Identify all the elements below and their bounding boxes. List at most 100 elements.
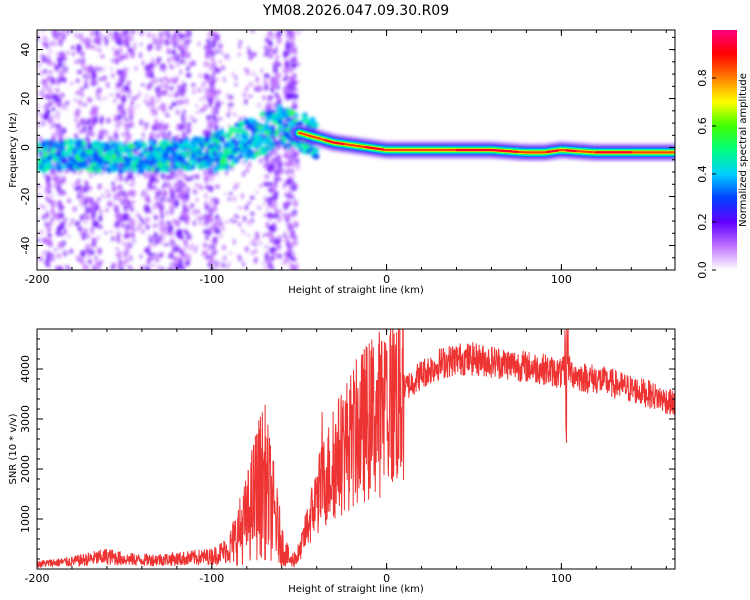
spectrogram-cell	[169, 251, 174, 259]
spectrogram-cell	[155, 178, 159, 183]
spectrogram-cell	[272, 182, 278, 189]
spectrogram-cell	[93, 38, 99, 44]
spectrogram-cell	[108, 30, 112, 37]
spectrogram-cell	[145, 69, 151, 78]
spectrogram-cell	[166, 213, 169, 217]
spectrogram-cell	[144, 93, 148, 99]
spectrogram-cell	[116, 222, 121, 228]
spectrogram-cell	[163, 229, 167, 236]
spectrogram-cell	[197, 87, 202, 94]
spectrogram-cell	[40, 53, 44, 59]
spectrogram-cell	[227, 107, 232, 114]
spectrogram-cell	[91, 217, 96, 222]
spectrogram-cell	[209, 255, 215, 264]
spectrogram-cell	[112, 262, 116, 267]
spectrogram-cell	[255, 76, 259, 83]
spectrogram-cell	[289, 42, 294, 49]
spectrogram-cell	[275, 173, 281, 177]
spectrogram-cell	[208, 32, 212, 38]
spectrogram-cell	[164, 141, 170, 146]
spectrogram-cell	[118, 267, 125, 270]
spectrogram-cell	[116, 229, 120, 233]
spectrogram-cell	[58, 38, 63, 46]
spectrogram-cell	[296, 80, 299, 84]
spectrogram-cell	[161, 31, 166, 38]
spectrogram-cell	[134, 95, 139, 100]
spectrogram-cell	[46, 56, 52, 60]
spectrogram-cell	[284, 127, 291, 132]
spectrogram-cell	[262, 266, 266, 270]
spectrogram-cell	[283, 212, 286, 218]
spectrogram-cell	[298, 121, 304, 126]
spectrogram-cell	[104, 41, 109, 47]
spectrogram-cell	[97, 197, 101, 201]
spectrogram-cell	[54, 66, 59, 72]
spectrogram-cell	[90, 198, 94, 205]
spectrogram-cell	[72, 206, 77, 212]
spectrogram-cell	[81, 38, 86, 42]
spectrogram-cell	[215, 49, 219, 54]
spectrogram-cell	[117, 258, 122, 263]
spectrogram-peak-segment	[455, 148, 519, 153]
spectrogram-cell	[162, 67, 167, 72]
spectrogram-cell	[223, 147, 227, 153]
spectrogram-cell	[49, 255, 55, 263]
spectrogram-cell	[258, 240, 262, 246]
spectrogram-cell	[245, 70, 251, 76]
spectrogram-cell	[190, 166, 194, 170]
spectrogram-cell	[267, 40, 273, 47]
spectrogram-cell	[246, 169, 249, 173]
spectrogram-cell	[141, 228, 145, 235]
spectrogram-cell	[147, 173, 151, 178]
spectrogram-cell	[74, 112, 77, 117]
spectrogram-cell	[218, 43, 223, 50]
spectrogram-cell	[184, 261, 188, 267]
spectrogram-cell	[152, 202, 156, 211]
spectrogram-cell	[132, 181, 136, 186]
spectrogram-cell	[82, 122, 87, 126]
spectrogram-cell	[59, 232, 64, 237]
spectrogram-cell	[179, 265, 186, 270]
spectrogram-cell	[225, 151, 231, 156]
spectrogram-cell	[124, 126, 129, 131]
spectrogram-cell	[192, 209, 196, 216]
spectrogram-cell	[47, 84, 51, 91]
spectrogram-cell	[284, 59, 289, 66]
spectrogram-cell	[274, 73, 280, 80]
spectrogram-cell	[258, 157, 263, 164]
spectrogram-cell	[291, 195, 295, 199]
spectrogram-cell	[232, 195, 237, 202]
spectrogram-cell	[224, 141, 230, 146]
spectrogram-cell	[212, 107, 216, 111]
spectrogram-cell	[211, 30, 216, 36]
spectrogram-cell	[215, 218, 220, 224]
spectrogram-cell	[182, 197, 186, 200]
spectrogram-cell	[192, 174, 196, 180]
spectrogram-cell	[107, 192, 111, 198]
spectrogram-cell	[292, 48, 298, 55]
spectrogram-cell	[291, 62, 295, 67]
spectrogram-cell	[268, 181, 273, 188]
spectrogram-cell	[157, 155, 163, 161]
spectrogram-cell	[64, 141, 69, 145]
spectrogram-cell	[111, 58, 114, 64]
spectrogram-cell	[237, 206, 243, 210]
snr-x-tick-label: -200	[25, 572, 50, 585]
spectrogram-cell	[274, 47, 279, 52]
spectrogram-cell	[122, 142, 127, 146]
spectrogram-cell	[161, 131, 166, 136]
spectrogram-cell	[219, 234, 224, 238]
spectrogram-cell	[176, 169, 183, 176]
spectrogram-cell	[269, 256, 275, 261]
spectrogram-cell	[75, 78, 80, 83]
spectrogram-cell	[189, 114, 194, 121]
spectrogram-cell	[267, 47, 271, 52]
spectrogram-cell	[230, 102, 234, 107]
spectrogram-cell	[85, 66, 91, 75]
spectrogram-cell	[80, 214, 85, 222]
spectrogram-cell	[95, 154, 101, 162]
spectrogram-cell	[111, 157, 115, 163]
spectrogram-cell	[37, 62, 41, 69]
spectrogram-cell	[195, 209, 201, 214]
spectrogram-cell	[193, 182, 199, 188]
